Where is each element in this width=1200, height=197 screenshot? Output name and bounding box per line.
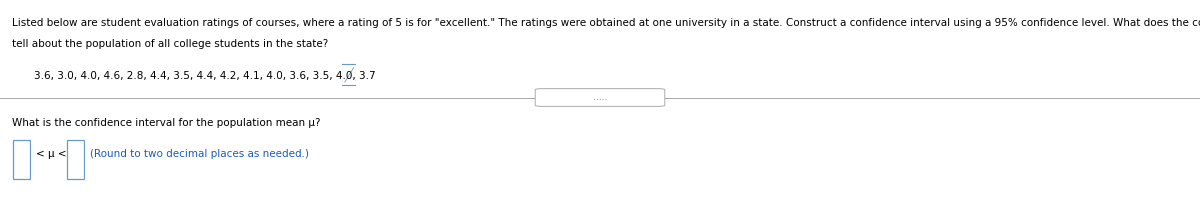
Text: Listed below are student evaluation ratings of courses, where a rating of 5 is f: Listed below are student evaluation rati… — [12, 18, 1200, 28]
Text: (Round to two decimal places as needed.): (Round to two decimal places as needed.) — [90, 149, 310, 159]
FancyBboxPatch shape — [13, 140, 30, 179]
Text: 3.6, 3.0, 4.0, 4.6, 2.8, 4.4, 3.5, 4.4, 4.2, 4.1, 4.0, 3.6, 3.5, 4.0, 3.7: 3.6, 3.0, 4.0, 4.6, 2.8, 4.4, 3.5, 4.4, … — [34, 71, 376, 81]
Text: tell about the population of all college students in the state?: tell about the population of all college… — [12, 39, 329, 49]
FancyBboxPatch shape — [535, 89, 665, 106]
Text: What is the confidence interval for the population mean μ?: What is the confidence interval for the … — [12, 118, 320, 128]
FancyBboxPatch shape — [67, 140, 84, 179]
Text: .....: ..... — [593, 93, 607, 102]
Text: < μ <: < μ < — [36, 149, 67, 159]
FancyBboxPatch shape — [341, 64, 355, 85]
